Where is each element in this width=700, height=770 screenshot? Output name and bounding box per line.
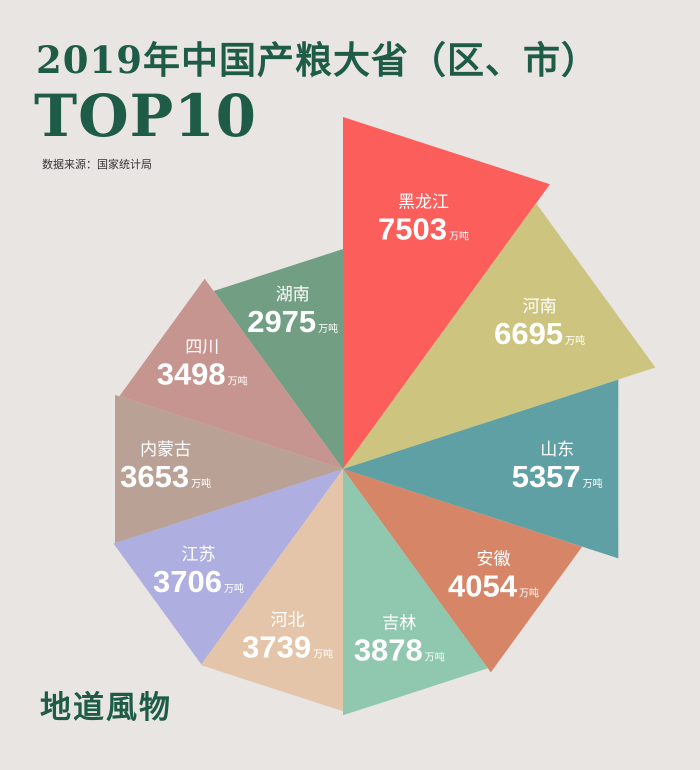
rose-wedge (115, 394, 343, 544)
slice-value-label: 7503 万吨 (378, 211, 469, 246)
slice-name-label: 内蒙古 (140, 440, 191, 460)
slice-name-label: 黑龙江 (398, 192, 449, 212)
slice-name-label: 江苏 (182, 545, 216, 565)
slice-value-label: 3706 万吨 (153, 564, 244, 599)
slice-value-label: 3739 万吨 (242, 630, 333, 665)
rose-wedge (343, 469, 583, 673)
rose-wedge (113, 469, 343, 665)
rose-wedge (343, 379, 619, 559)
slice-value-label: 5357 万吨 (512, 459, 603, 494)
slice-value-label: 3498 万吨 (157, 357, 248, 392)
chart-subtitle: TOP10 (34, 82, 258, 150)
brand-logo: 地道風物 (40, 690, 172, 726)
rose-wedge (213, 249, 343, 469)
wedge-layer (113, 117, 656, 716)
rose-wedge (343, 117, 550, 469)
slice-name-label: 吉林 (382, 613, 416, 633)
source-note: 数据来源：国家统计局 (42, 158, 152, 171)
rose-wedge (343, 469, 488, 716)
slice-value-label: 2975 万吨 (247, 304, 338, 339)
rose-wedge (119, 278, 343, 469)
slice-name-label: 四川 (185, 338, 219, 358)
slice-name-label: 山东 (540, 440, 574, 460)
slice-name-label: 湖南 (276, 285, 310, 305)
slice-name-label: 河南 (523, 297, 557, 317)
slice-value-label: 3653 万吨 (120, 459, 211, 494)
slice-name-label: 安徽 (477, 549, 511, 569)
rose-wedge (200, 469, 343, 712)
slice-value-label: 4054 万吨 (448, 568, 539, 603)
slice-value-label: 3878 万吨 (354, 632, 445, 667)
rose-wedge (343, 203, 656, 470)
slice-name-label: 河北 (271, 611, 305, 631)
slice-value-label: 6695 万吨 (494, 316, 585, 351)
chart-title: 2019年中国产粮大省（区、市） (36, 38, 599, 82)
